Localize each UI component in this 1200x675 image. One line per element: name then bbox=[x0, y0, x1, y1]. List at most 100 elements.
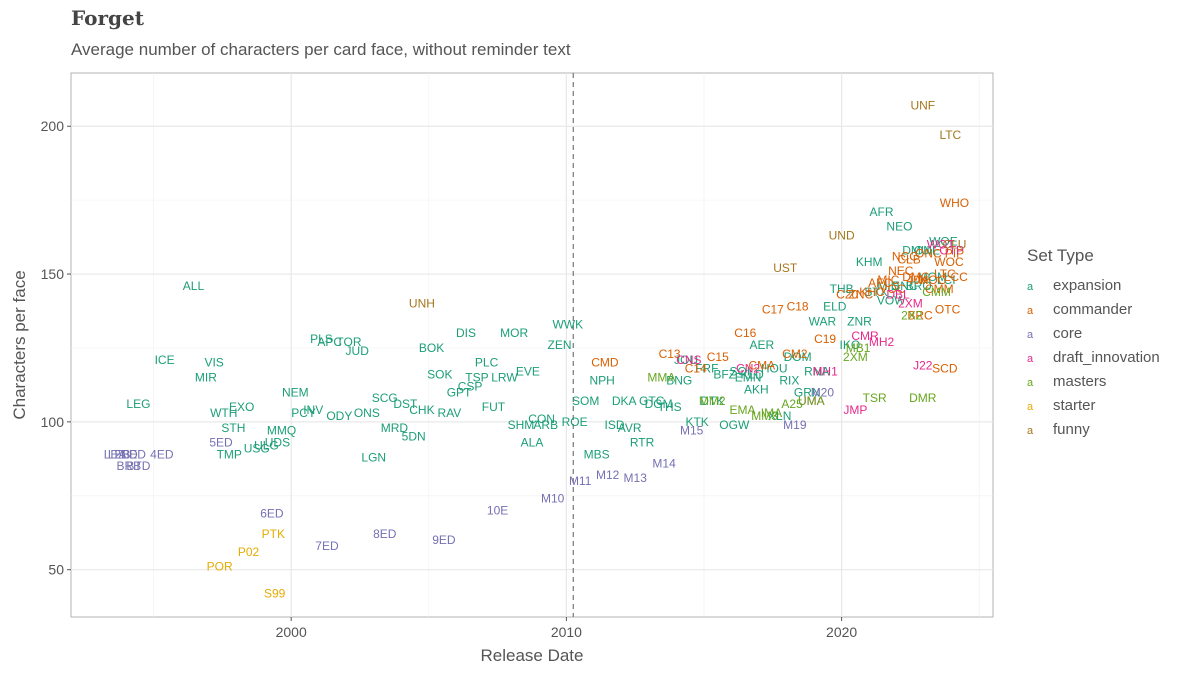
point-label-core: 7ED bbox=[315, 539, 339, 553]
point-label-expansion: GRN bbox=[794, 385, 821, 399]
point-label-core: BRB bbox=[116, 459, 141, 473]
point-label-starter: P02 bbox=[238, 545, 260, 559]
point-label-commander: C13 bbox=[659, 347, 681, 361]
point-label-expansion: EXO bbox=[229, 400, 254, 414]
point-label-commander: WOC bbox=[934, 255, 964, 269]
legend-key: a bbox=[1027, 353, 1034, 365]
point-label-core: 6ED bbox=[260, 507, 284, 521]
point-label-expansion: PCY bbox=[291, 406, 316, 420]
point-label-core: BTD bbox=[126, 459, 150, 473]
point-label-masters: MB1 bbox=[846, 341, 871, 355]
point-label-expansion: TOR bbox=[336, 335, 361, 349]
point-label-commander: C14 bbox=[685, 362, 707, 376]
point-label-expansion: RIX bbox=[779, 373, 799, 387]
legend-key: a bbox=[1027, 377, 1034, 389]
point-label-draft_innovation: CNS bbox=[676, 353, 701, 367]
point-label-core: 8ED bbox=[373, 527, 397, 541]
point-label-funny: LTC bbox=[939, 128, 961, 142]
point-label-expansion: ISD bbox=[605, 418, 625, 432]
point-label-expansion: ALL bbox=[183, 279, 205, 293]
point-label-commander: BRC bbox=[907, 308, 933, 322]
point-label-expansion: MMQ bbox=[267, 424, 296, 438]
point-label-expansion: LEG bbox=[126, 397, 150, 411]
legend-item-commander: a commander bbox=[1027, 298, 1160, 322]
point-label-draft_innovation: JMP bbox=[843, 403, 867, 417]
point-label-expansion: KTK bbox=[685, 415, 708, 429]
point-label-masters: MMA bbox=[647, 371, 675, 385]
point-label-core: 2ED bbox=[114, 447, 138, 461]
point-label-core: M20 bbox=[811, 385, 835, 399]
point-label-expansion: PLS bbox=[310, 332, 333, 346]
point-label-core: M19 bbox=[783, 418, 807, 432]
point-label-expansion: WAR bbox=[809, 314, 837, 328]
point-label-funny: UNH bbox=[409, 297, 435, 311]
point-label-expansion: OGW bbox=[719, 418, 750, 432]
point-label-expansion: WTH bbox=[210, 406, 237, 420]
point-label-expansion: AER bbox=[749, 338, 774, 352]
point-label-expansion: AFR bbox=[870, 205, 894, 219]
point-label-draft_innovation: CMR bbox=[851, 329, 879, 343]
point-label-expansion: GPT bbox=[447, 385, 472, 399]
point-label-draft_innovation: DBL bbox=[886, 288, 910, 302]
point-label-starter: POR bbox=[207, 560, 233, 574]
point-label-expansion: BNG bbox=[666, 373, 692, 387]
point-label-commander: LCC bbox=[944, 270, 968, 284]
point-label-expansion: STX bbox=[864, 285, 887, 299]
point-label-core: M11 bbox=[569, 474, 592, 488]
point-label-masters: CMM bbox=[922, 285, 951, 299]
point-label-draft_innovation: 2XM bbox=[898, 297, 923, 311]
point-label-commander: DMC bbox=[902, 270, 930, 284]
point-label-core: 10E bbox=[487, 504, 508, 518]
point-label-expansion: SOM bbox=[572, 394, 599, 408]
point-label-commander: KHC bbox=[859, 285, 885, 299]
point-label-masters: A25 bbox=[781, 397, 803, 411]
point-label-draft_innovation: J22 bbox=[913, 359, 933, 373]
point-label-core: M12 bbox=[596, 468, 620, 482]
legend-label: starter bbox=[1053, 397, 1096, 414]
point-label-expansion: WWK bbox=[552, 317, 583, 331]
point-label-expansion: BOK bbox=[419, 341, 444, 355]
point-label-expansion: TSP bbox=[465, 371, 488, 385]
point-label-core: 5ED bbox=[209, 436, 233, 450]
legend-title: Set Type bbox=[1027, 246, 1094, 265]
point-label-expansion: GTC bbox=[639, 394, 665, 408]
point-label-commander: NCC bbox=[892, 249, 918, 263]
point-label-commander: AFC bbox=[868, 276, 892, 290]
point-label-expansion: RNA bbox=[804, 365, 829, 379]
point-label-funny: UST bbox=[773, 261, 798, 275]
legend-item-core: a core bbox=[1027, 322, 1160, 346]
point-label-expansion: BFZ bbox=[713, 368, 736, 382]
legend-items: a expansion a commander a core a draft_innovati… bbox=[1027, 274, 1160, 442]
point-label-expansion: NEO bbox=[886, 220, 912, 234]
point-label-expansion: RTR bbox=[630, 436, 655, 450]
point-label-commander: CMM bbox=[925, 282, 954, 296]
point-label-expansion: TMP bbox=[217, 447, 242, 461]
point-label-expansion: MBS bbox=[584, 447, 610, 461]
point-label-commander: CLB bbox=[897, 252, 920, 266]
point-label-expansion: SHM bbox=[508, 418, 535, 432]
point-label-expansion: ICE bbox=[155, 353, 175, 367]
point-label-commander: WHO bbox=[940, 196, 969, 210]
point-label-core: 9ED bbox=[432, 533, 456, 547]
point-label-commander: PIP bbox=[945, 246, 964, 260]
grid-lines bbox=[71, 73, 993, 617]
point-label-expansion: RAV bbox=[438, 406, 462, 420]
point-label-expansion: CSP bbox=[458, 379, 483, 393]
y-axis-title: Characters per face bbox=[10, 270, 29, 419]
point-label-commander: C16 bbox=[734, 326, 756, 340]
point-label-expansion: BRO bbox=[906, 279, 932, 293]
point-label-core: M15 bbox=[680, 424, 704, 438]
point-label-expansion: EMN bbox=[735, 371, 762, 385]
legend-item-masters: a masters bbox=[1027, 370, 1160, 394]
legend-label: masters bbox=[1053, 373, 1107, 390]
point-label-commander: ONC bbox=[915, 246, 942, 260]
point-label-funny: CLU bbox=[942, 237, 966, 251]
point-label-expansion: ZNR bbox=[847, 314, 872, 328]
legend-key: a bbox=[1027, 329, 1034, 341]
point-label-expansion: ELD bbox=[823, 300, 847, 314]
x-tick-label: 2020 bbox=[826, 624, 857, 640]
point-label-commander: VOC bbox=[880, 282, 906, 296]
point-label-expansion: SOK bbox=[427, 368, 452, 382]
point-label-starter: S99 bbox=[264, 586, 286, 600]
